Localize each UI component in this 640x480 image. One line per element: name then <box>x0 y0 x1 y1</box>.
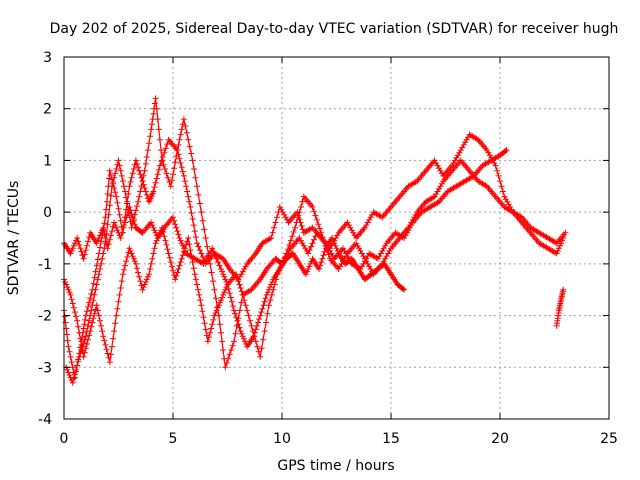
axis-ticks <box>63 56 610 420</box>
chart-title: Day 202 of 2025, Sidereal Day-to-day VTE… <box>50 21 619 37</box>
y-axis-label: SDTVAR / TECUs <box>6 181 22 296</box>
y-tick-label: 1 <box>43 153 52 169</box>
plus-markers <box>61 131 569 381</box>
y-tick-label: 2 <box>43 102 52 118</box>
x-tick-label: 20 <box>491 431 509 447</box>
series-trace-a <box>61 147 510 298</box>
plus-markers <box>553 286 567 329</box>
x-tick-labels: 0 5 10 15 20 25 <box>60 431 618 447</box>
y-tick-label: -1 <box>38 257 52 273</box>
x-tick-label: 15 <box>382 431 400 447</box>
y-tick-labels: -4 -3 -2 -1 0 1 2 3 <box>38 50 52 428</box>
plot-frame <box>63 56 610 420</box>
x-tick-label: 25 <box>600 431 618 447</box>
x-tick-label: 5 <box>169 431 178 447</box>
y-tick-label: -3 <box>38 360 52 376</box>
y-tick-label: 0 <box>43 205 52 221</box>
series-trace-e <box>553 286 567 329</box>
data-traces <box>61 95 569 386</box>
y-tick-label: -4 <box>38 412 52 428</box>
y-tick-label: -2 <box>38 309 52 325</box>
x-tick-label: 0 <box>60 431 69 447</box>
plus-markers <box>63 95 567 386</box>
plus-markers <box>61 147 510 298</box>
x-tick-label: 10 <box>273 431 291 447</box>
series-trace-c <box>63 95 567 386</box>
x-axis-label: GPS time / hours <box>277 458 394 474</box>
series-trace-b <box>61 131 569 381</box>
y-tick-label: 3 <box>43 50 52 66</box>
series-line <box>65 98 564 385</box>
